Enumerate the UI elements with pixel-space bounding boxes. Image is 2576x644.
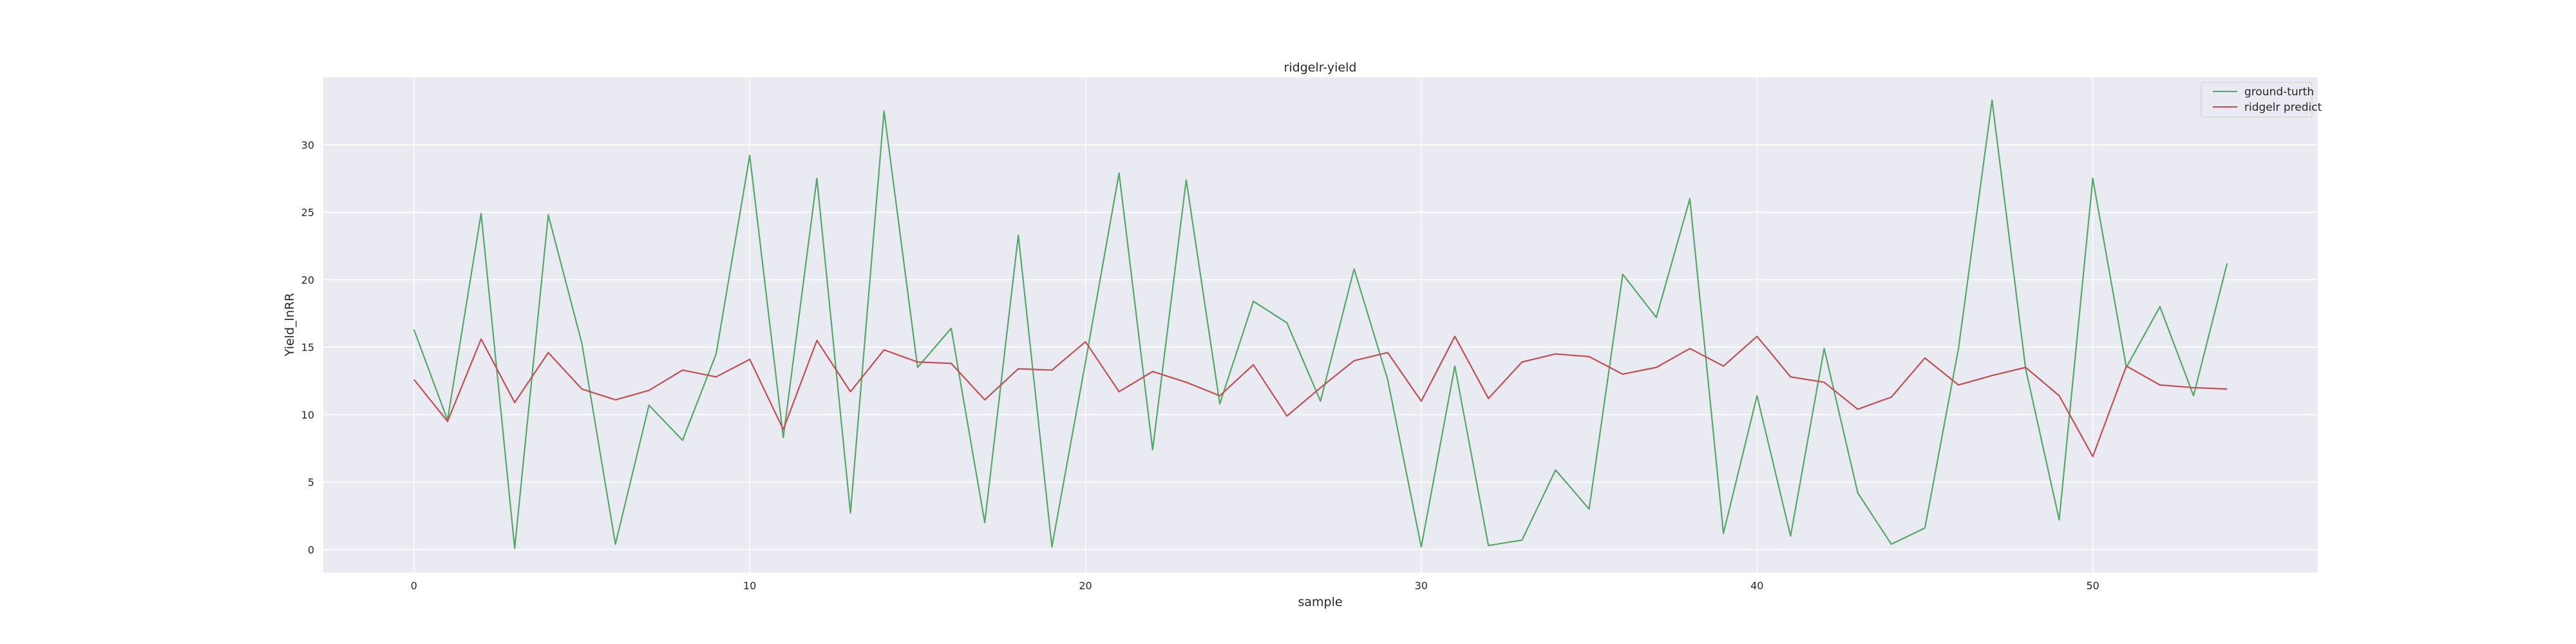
series-line-ground-turth <box>413 99 2228 549</box>
y-tick-label-25: 25 <box>301 207 314 219</box>
series-line-ridgelr-predict <box>413 336 2228 457</box>
legend-label-ridgelr-predict: ridgelr predict <box>2244 101 2322 114</box>
plot-area-background <box>323 77 2318 573</box>
y-axis-label: Yield_lnRR <box>283 293 297 357</box>
x-tick-label-30: 30 <box>1415 580 1428 592</box>
x-tick-label-20: 20 <box>1079 580 1092 592</box>
y-tick-label-5: 5 <box>308 477 314 489</box>
y-tick-label-10: 10 <box>301 409 314 421</box>
y-axis-ticks: 0 5 10 15 20 25 30 <box>301 139 314 556</box>
chart-title: ridgelr-yield <box>1284 61 1357 75</box>
x-tick-label-50: 50 <box>2086 580 2099 592</box>
y-tick-label-15: 15 <box>301 341 314 354</box>
x-axis-ticks: 0 10 20 30 40 50 <box>411 580 2099 592</box>
y-tick-label-30: 30 <box>301 139 314 151</box>
legend: ground-turth ridgelr predict <box>2201 82 2322 118</box>
legend-label-ground-turth: ground-turth <box>2244 86 2314 99</box>
x-tick-label-40: 40 <box>1750 580 1763 592</box>
y-tick-label-20: 20 <box>301 274 314 286</box>
y-tick-label-0: 0 <box>308 544 314 556</box>
series-lines <box>413 99 2228 549</box>
x-axis-label: sample <box>1298 595 1342 609</box>
x-tick-label-10: 10 <box>743 580 756 592</box>
x-tick-label-0: 0 <box>411 580 417 592</box>
